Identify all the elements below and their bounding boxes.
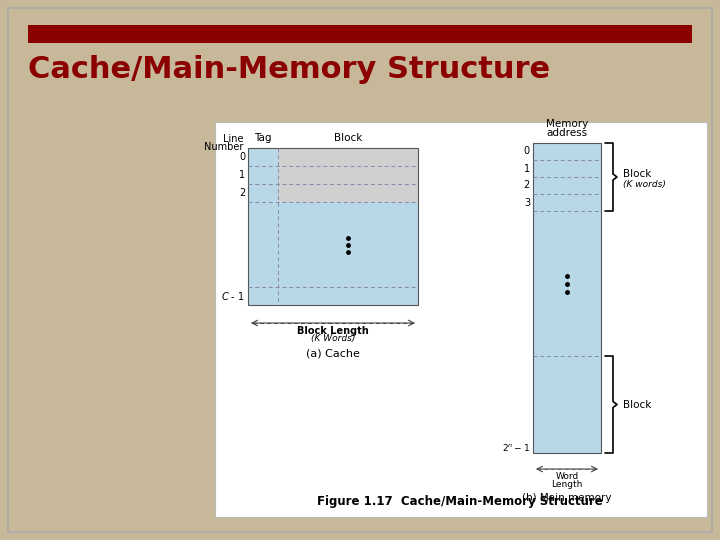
Text: Memory: Memory	[546, 119, 588, 129]
Bar	[533, 143, 601, 453]
Text: 0: 0	[239, 152, 245, 162]
Bar	[278, 184, 418, 202]
Text: Word: Word	[555, 472, 579, 481]
Text: (K words): (K words)	[623, 179, 666, 188]
Text: Tag: Tag	[254, 133, 271, 143]
Text: Block: Block	[623, 169, 652, 179]
Bar	[248, 148, 278, 166]
Bar	[533, 194, 601, 211]
Bar	[278, 148, 418, 166]
Text: Number: Number	[204, 142, 243, 152]
Text: address: address	[546, 128, 588, 138]
Text: $2^n - 1$: $2^n - 1$	[502, 442, 530, 453]
Text: Block: Block	[334, 133, 362, 143]
Text: (K Words): (K Words)	[311, 334, 355, 343]
Bar	[248, 184, 278, 202]
Bar	[28, 25, 692, 43]
Text: 2: 2	[523, 180, 530, 191]
Text: 1: 1	[239, 170, 245, 180]
Bar	[533, 143, 601, 160]
Bar	[533, 211, 601, 356]
Text: Figure 1.17  Cache/Main-Memory Structure: Figure 1.17 Cache/Main-Memory Structure	[317, 495, 603, 508]
Bar	[215, 122, 707, 517]
Text: Length: Length	[552, 480, 582, 489]
Bar	[278, 166, 418, 184]
Text: (b) Main memory: (b) Main memory	[522, 493, 612, 503]
Bar	[248, 202, 418, 287]
Text: 1: 1	[524, 164, 530, 173]
Bar	[248, 148, 418, 305]
Bar	[533, 177, 601, 194]
Bar	[248, 166, 278, 184]
Text: 2: 2	[239, 188, 245, 198]
Bar	[533, 356, 601, 453]
Text: (a) Cache: (a) Cache	[306, 349, 360, 359]
Text: $C$ - 1: $C$ - 1	[221, 290, 245, 302]
Bar	[533, 160, 601, 177]
Text: Block: Block	[623, 400, 652, 409]
Bar	[248, 287, 418, 305]
Text: Line: Line	[222, 134, 243, 144]
Text: 0: 0	[524, 146, 530, 157]
Text: 3: 3	[524, 198, 530, 207]
Text: Cache/Main-Memory Structure: Cache/Main-Memory Structure	[28, 55, 550, 84]
Text: Block Length: Block Length	[297, 326, 369, 336]
